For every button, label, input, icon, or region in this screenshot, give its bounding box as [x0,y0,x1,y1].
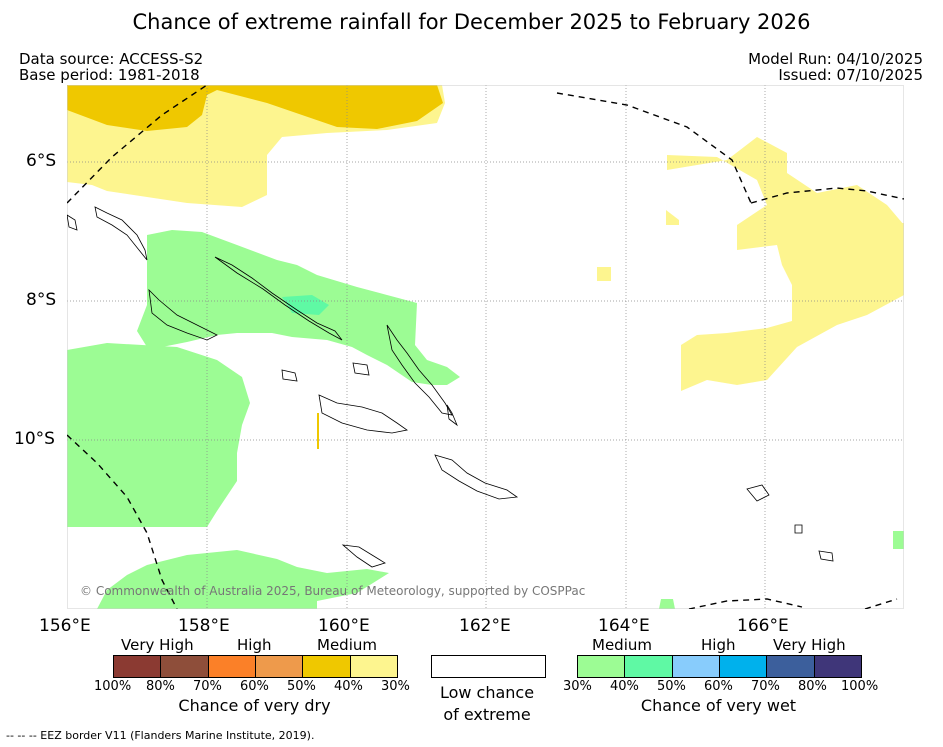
coastlines [67,206,834,568]
lat-label-8s: 8°S [26,290,57,310]
santa-isabel-coast [386,324,453,416]
wet-swatch-6 [814,656,861,677]
new-georgia-coast [148,288,218,341]
lon-label-162e: 162°E [459,616,511,636]
wet-cat-very-high: Very High [773,636,846,654]
dry-swatch-4 [255,656,304,677]
guadalcanal-coast [318,394,408,434]
graticule [67,85,904,609]
data-source: Data source: ACCESS-S2 [19,50,204,68]
base-period: Base period: 1981-2018 [19,66,200,84]
isle-3 [746,484,770,502]
bougainville-coast [94,206,148,261]
wet-tick: 80% [798,679,827,694]
isle-1 [281,369,298,382]
dry-swatch-5 [303,656,351,677]
dry-tick: 60% [240,679,269,694]
neutral-legend-label: Low chance of extreme [420,682,554,726]
wet-tick: 100% [841,679,879,694]
makira-coast [434,454,519,500]
dry-tick: 70% [193,679,222,694]
eez-footnote: -- -- -- EEZ border V11 (Flanders Marine… [6,729,315,742]
rainfall-map: © Commonwealth of Australia 2025, Bureau… [67,85,904,609]
isle-6 [67,214,78,231]
eez-line-ne [556,92,752,204]
dry-legend-title: Chance of very dry [178,696,331,715]
eez-line-e [750,187,904,204]
neutral-swatch [431,655,546,678]
wet-medium-region-south [97,550,389,609]
chart-title: Chance of extreme rainfall for December … [132,10,811,34]
isle-2 [352,362,370,376]
lat-label-6s: 6°S [26,151,57,171]
wet-medium-patch-south [659,599,675,609]
eez-line-se2 [864,598,898,609]
isle-4 [818,550,834,562]
malaita-coast [446,404,458,427]
dry-colorbar [113,655,398,678]
wet-swatch-1 [578,656,626,677]
neutral-label-line1: Low chance [439,683,535,702]
dry-cat-medium: Medium [317,636,377,654]
wet-cat-medium: Medium [592,636,652,654]
wet-legend-title: Chance of very wet [640,696,797,715]
wet-medium-patch-east [893,531,904,549]
dry-cat-very-high: Very High [121,636,194,654]
rennell-coast [341,544,386,568]
wet-swatch-5 [767,656,815,677]
dry-tick: 80% [146,679,175,694]
model-run: Model Run: 04/10/2025 [748,50,923,68]
dry-cat-high: High [237,636,272,654]
lon-label-156e: 156°E [39,616,91,636]
source-info: Data source: ACCESS-S2 Base period: 1981… [19,51,203,83]
eez-line-nw [67,85,208,204]
dry-medium-region-east [667,137,904,391]
wet-regions [67,230,904,609]
dry-tick: 100% [94,679,132,694]
lon-label-160e: 160°E [318,616,370,636]
wet-tick: 40% [610,679,639,694]
map-copyright: © Commonwealth of Australia 2025, Bureau… [80,584,585,598]
wet-swatch-3 [672,656,720,677]
lon-label-166e: 166°E [737,616,789,636]
wet-tick: 50% [657,679,686,694]
dry-tick: 50% [287,679,316,694]
dry-swatch-6 [350,656,397,677]
dry-regions [67,85,904,391]
choiseul-coast [214,256,343,341]
eez-line-se [688,598,803,609]
wet-swatch-2 [625,656,673,677]
wet-tick: 70% [751,679,780,694]
wet-medium-region-southwest [67,343,250,527]
dry-tick: 40% [334,679,363,694]
dry-medium-patch-3 [891,223,904,227]
wet-tick: 30% [563,679,592,694]
dry-swatch-2 [161,656,209,677]
dry-swatch-3 [208,656,256,677]
lon-label-164e: 164°E [598,616,650,636]
eez-line-sw [67,434,178,609]
wet-medium-patch-thin [317,413,319,449]
neutral-label-line2: of extreme [443,705,531,724]
run-info: Model Run: 04/10/2025 Issued: 07/10/2025 [748,51,923,83]
dry-medium-patch-1 [666,210,679,225]
dry-high-region-north [67,85,443,131]
lat-label-10s: 10°S [14,429,55,449]
wet-tick: 60% [704,679,733,694]
eez-borders [67,85,904,609]
wet-colorbar [577,655,862,678]
issued-date: Issued: 07/10/2025 [778,66,923,84]
dry-tick: 30% [381,679,410,694]
dry-medium-patch-2 [597,267,611,281]
dry-swatch-1 [114,656,162,677]
wet-swatch-4 [719,656,768,677]
lon-label-158e: 158°E [178,616,230,636]
wet-cat-high: High [701,636,736,654]
isle-5 [794,524,803,534]
wet-high-patch [282,295,329,315]
